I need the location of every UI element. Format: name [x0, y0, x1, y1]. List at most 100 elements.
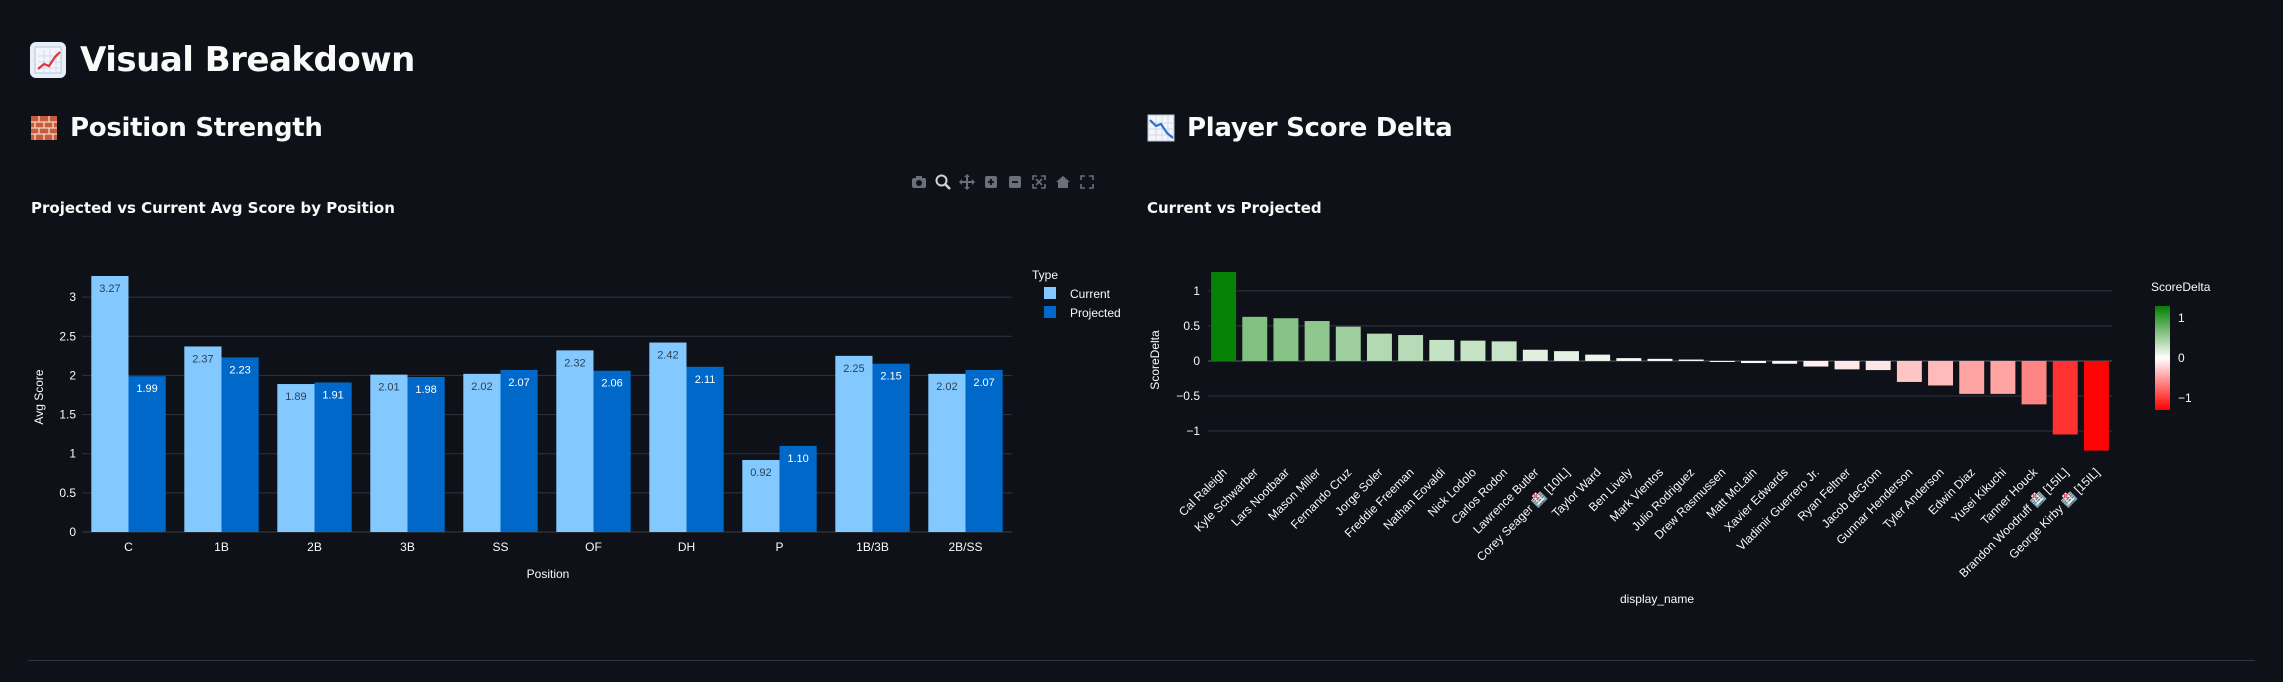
bar-current[interactable] [277, 384, 315, 532]
zoom-in-icon[interactable] [982, 173, 1000, 191]
delta-bar[interactable] [1616, 358, 1642, 361]
fullscreen-icon[interactable] [1078, 173, 1096, 191]
delta-bar[interactable] [1211, 272, 1237, 361]
delta-bar[interactable] [1803, 360, 1829, 367]
delta-bar[interactable] [1896, 360, 1922, 382]
delta-bar[interactable] [2052, 360, 2078, 435]
y-tick-label: 1 [69, 447, 76, 461]
colorbar-title: ScoreDelta [2151, 280, 2211, 294]
delta-bar[interactable] [1709, 360, 1735, 362]
delta-bar[interactable] [1429, 339, 1455, 361]
data-label: 2.37 [192, 353, 213, 365]
section-title: Player Score Delta [1187, 113, 1453, 143]
legend-swatch-projected [1044, 306, 1056, 318]
camera-icon[interactable] [910, 173, 928, 191]
colorbar-tick-label: −1 [2178, 391, 2192, 405]
home-icon[interactable] [1054, 173, 1072, 191]
delta-bar[interactable] [1366, 333, 1392, 361]
y-tick-label: 3 [69, 290, 76, 304]
chart-title: Projected vs Current Avg Score by Positi… [31, 199, 395, 217]
data-label: 2.07 [508, 377, 529, 389]
delta-bar[interactable] [1335, 326, 1361, 361]
bar-current[interactable] [649, 342, 687, 532]
delta-bar[interactable] [1491, 341, 1517, 361]
data-label: 2.02 [471, 381, 492, 393]
bars [91, 276, 1003, 532]
data-label: 2.07 [973, 377, 994, 389]
zoom-icon[interactable] [934, 173, 952, 191]
page-title-text: Visual Breakdown [80, 40, 415, 80]
data-label: 0.92 [750, 467, 771, 479]
y-tick-label: 1 [1193, 284, 1200, 298]
y-axis-label: Avg Score [32, 369, 46, 424]
bar-projected[interactable] [407, 376, 445, 532]
data-label: 2.32 [564, 357, 585, 369]
delta-bar[interactable] [1522, 349, 1548, 361]
page-title: Visual Breakdown [30, 40, 415, 80]
divider [28, 660, 2255, 661]
delta-bar[interactable] [2083, 360, 2109, 451]
bar-projected[interactable] [500, 369, 538, 532]
bar-current[interactable] [463, 373, 501, 532]
data-label: 2.25 [843, 363, 864, 375]
data-label: 2.06 [601, 378, 622, 390]
bar-projected[interactable] [779, 445, 817, 532]
bar-current[interactable] [742, 459, 780, 532]
bar-projected[interactable] [593, 370, 631, 532]
delta-bar[interactable] [1585, 354, 1611, 361]
y-axis-label: ScoreDelta [1148, 330, 1162, 390]
y-tick-label: 0 [1193, 354, 1200, 368]
x-tick-label: 2B/SS [948, 540, 982, 554]
bar-projected[interactable] [128, 376, 166, 532]
zoom-out-icon[interactable] [1006, 173, 1024, 191]
data-label: 2.23 [229, 364, 250, 376]
x-axis-label: Position [527, 567, 570, 581]
bar-projected[interactable] [314, 382, 352, 532]
delta-bar[interactable] [1865, 360, 1891, 371]
data-label: 1.99 [136, 383, 157, 395]
delta-bar[interactable] [1772, 360, 1798, 364]
bar-current[interactable] [556, 350, 594, 532]
delta-bar[interactable] [1741, 360, 1766, 364]
brick-icon [30, 114, 58, 142]
bar-current[interactable] [835, 355, 873, 532]
bar-current[interactable] [928, 373, 966, 532]
delta-bar[interactable] [1273, 318, 1299, 361]
delta-bar[interactable] [1990, 360, 2016, 394]
player-score-delta-heading: Player Score Delta [1147, 113, 1453, 143]
delta-bar[interactable] [1554, 351, 1579, 361]
delta-bar[interactable] [1678, 359, 1704, 361]
bar-current[interactable] [370, 374, 408, 532]
data-label: 1.10 [787, 453, 808, 465]
colorbar-gradient [2155, 306, 2170, 410]
bar-current[interactable] [184, 346, 222, 532]
bar-projected[interactable] [221, 357, 259, 532]
delta-bar[interactable] [1959, 360, 1985, 394]
delta-bar[interactable] [1304, 321, 1330, 361]
delta-bar[interactable] [1834, 360, 1860, 370]
delta-bar[interactable] [1460, 340, 1486, 361]
delta-bar[interactable] [1398, 335, 1424, 361]
bar-projected[interactable] [872, 363, 910, 532]
bar-projected[interactable] [965, 369, 1003, 532]
autoscale-icon[interactable] [1030, 173, 1048, 191]
y-axis-ticks: 0 0.5 1 1.5 2 2.5 3 [59, 290, 76, 539]
delta-bar[interactable] [1647, 358, 1673, 361]
colorbar: ScoreDelta −1 0 1 [2151, 280, 2211, 410]
x-tick-label: DH [678, 540, 695, 554]
pan-icon[interactable] [958, 173, 976, 191]
bar-current[interactable] [91, 276, 129, 532]
delta-bar[interactable] [2021, 360, 2047, 405]
delta-bar[interactable] [1242, 316, 1268, 361]
legend-label-current[interactable]: Current [1070, 287, 1111, 301]
data-label: 1.91 [322, 389, 343, 401]
chart-increasing-icon [30, 42, 66, 78]
delta-bar[interactable] [1928, 360, 1954, 386]
data-label: 2.11 [695, 374, 716, 386]
y-tick-label: 2 [69, 368, 76, 382]
legend-swatch-current [1044, 287, 1056, 299]
x-tick-label: OF [585, 540, 602, 554]
legend-label-projected[interactable]: Projected [1070, 306, 1121, 320]
bars [1211, 272, 2109, 451]
bar-projected[interactable] [686, 366, 724, 532]
